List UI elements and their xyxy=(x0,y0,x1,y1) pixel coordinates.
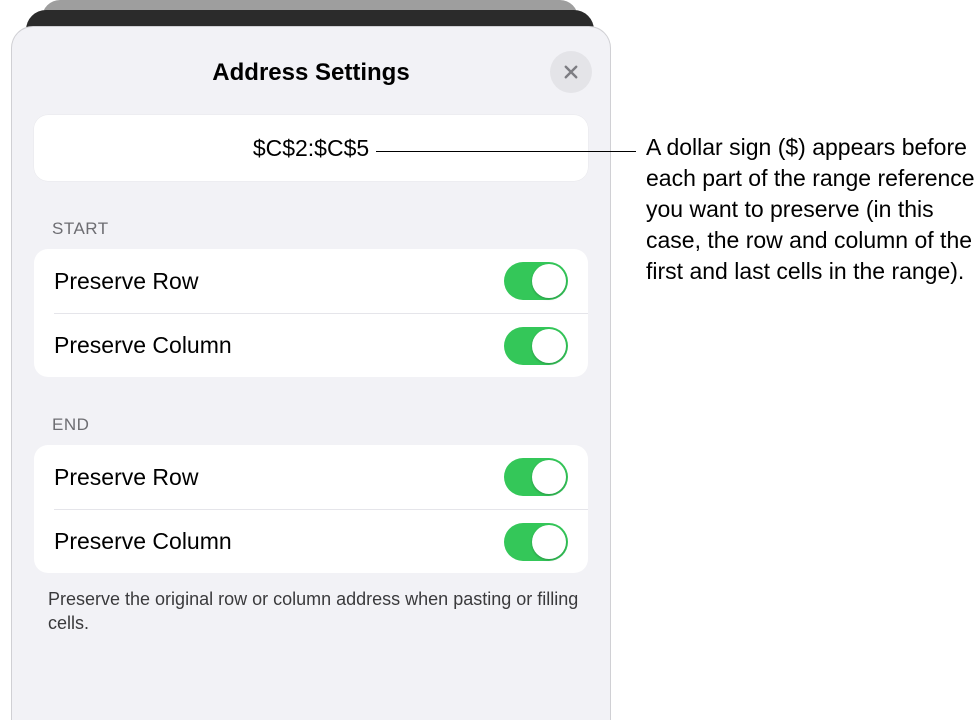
toggle-start-preserve-column[interactable] xyxy=(504,327,568,365)
close-button[interactable] xyxy=(550,51,592,93)
section-label-end: END xyxy=(52,415,588,435)
toggle-end-preserve-row[interactable] xyxy=(504,458,568,496)
toggle-knob xyxy=(532,329,566,363)
toggle-start-preserve-row[interactable] xyxy=(504,262,568,300)
start-preserve-row: Preserve Row xyxy=(34,249,588,313)
range-reference-value: $C$2:$C$5 xyxy=(253,135,369,162)
start-preserve-column: Preserve Column xyxy=(54,313,588,377)
close-icon xyxy=(562,63,580,81)
callout-text: A dollar sign ($) appears before each pa… xyxy=(646,132,976,287)
row-label: Preserve Row xyxy=(54,464,198,491)
footer-note: Preserve the original row or column addr… xyxy=(48,587,582,636)
stage: Address Settings $C$2:$C$5 START Preserv… xyxy=(0,0,980,722)
start-group: Preserve Row Preserve Column xyxy=(34,249,588,377)
sheet-header: Address Settings xyxy=(12,49,610,97)
end-preserve-column: Preserve Column xyxy=(54,509,588,573)
end-preserve-row: Preserve Row xyxy=(34,445,588,509)
row-label: Preserve Column xyxy=(54,528,232,555)
toggle-knob xyxy=(532,264,566,298)
sheet-title: Address Settings xyxy=(12,49,610,97)
toggle-knob xyxy=(532,460,566,494)
row-label: Preserve Row xyxy=(54,268,198,295)
section-label-start: START xyxy=(52,219,588,239)
callout-leader-line xyxy=(376,151,636,152)
range-reference-field[interactable]: $C$2:$C$5 xyxy=(34,115,588,181)
row-label: Preserve Column xyxy=(54,332,232,359)
toggle-knob xyxy=(532,525,566,559)
sheet-content: $C$2:$C$5 START Preserve Row Preserve Co… xyxy=(12,97,610,636)
toggle-end-preserve-column[interactable] xyxy=(504,523,568,561)
address-settings-sheet: Address Settings $C$2:$C$5 START Preserv… xyxy=(11,26,611,720)
end-group: Preserve Row Preserve Column xyxy=(34,445,588,573)
